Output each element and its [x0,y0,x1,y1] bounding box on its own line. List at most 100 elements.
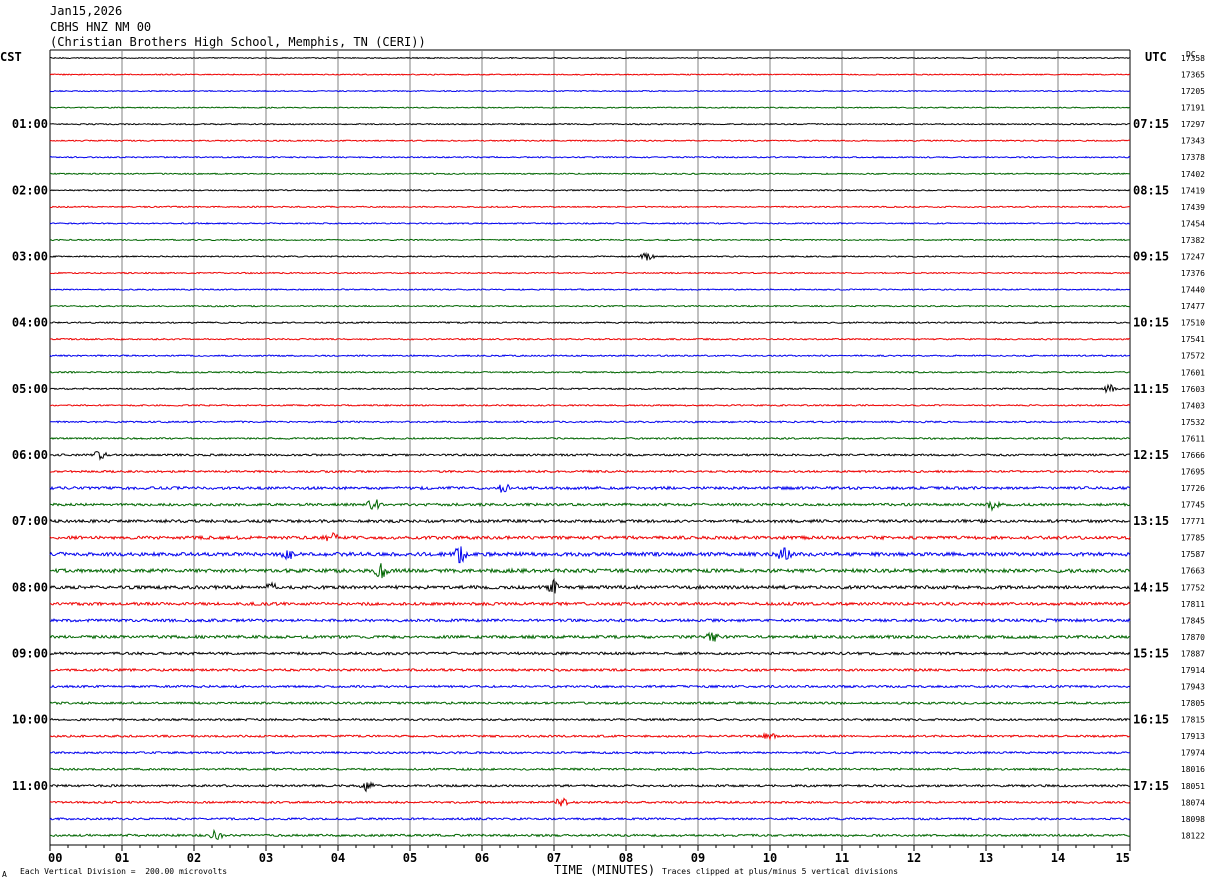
utc-hour-label: 07:15 [1133,117,1169,131]
utc-hour-label: 11:15 [1133,382,1169,396]
utc-hour-label: 12:15 [1133,448,1169,462]
dc-offset-label: 17205 [1181,87,1205,96]
dc-offset-label: 17419 [1181,186,1205,195]
seismic-trace [49,816,1131,821]
x-tick-label: 12 [907,851,921,865]
x-tick-label: 01 [115,851,129,865]
scale-note: Each Vertical Division = 200.00 microvol… [20,867,228,876]
header-station: CBHS HNZ NM 00 [50,20,152,34]
utc-hour-label: 16:15 [1133,713,1169,727]
dc-offset-label: 18074 [1181,798,1205,807]
dc-column-label: DC [1186,50,1196,59]
seismic-trace [49,304,1131,308]
right-timezone-label: UTC [1145,50,1167,64]
dc-offset-label: 17785 [1181,534,1205,543]
dc-offset-label: 17611 [1181,434,1205,443]
seismic-trace [49,767,1131,772]
cst-hour-label: 01:00 [12,117,48,131]
dc-offset-label: 18051 [1181,782,1205,791]
dc-offset-label: 17378 [1181,153,1205,162]
seismic-trace [49,469,1131,474]
seismic-trace [49,499,1131,512]
cst-hour-label: 04:00 [12,316,48,330]
utc-hour-label: 09:15 [1133,249,1169,263]
dc-offset-label: 17477 [1181,302,1205,311]
seismic-trace [50,684,1131,689]
seismic-trace [49,518,1131,524]
seismic-trace [49,139,1131,143]
seismic-trace [49,483,1131,493]
dc-offset-label: 18122 [1181,831,1205,840]
dc-offset-label: 17974 [1181,749,1205,758]
x-tick-label: 06 [475,851,489,865]
seismic-trace [49,780,1131,793]
dc-offset-label: 17440 [1181,286,1205,295]
seismic-trace [49,172,1131,176]
x-tick-label: 00 [48,851,62,865]
utc-hour-label: 15:15 [1133,646,1169,660]
utc-hour-label: 08:15 [1133,183,1169,197]
x-tick-label: 13 [979,851,993,865]
dc-offset-label: 17870 [1181,633,1205,642]
seismic-trace [49,205,1131,209]
seismic-trace [49,337,1131,341]
left-timezone-label: CST [0,50,22,64]
x-tick-label: 05 [403,851,417,865]
dc-offset-label: 17745 [1181,501,1205,510]
dc-offset-label: 17439 [1181,203,1205,212]
dc-offset-label: 17663 [1181,567,1205,576]
dc-offset-label: 17510 [1181,319,1205,328]
cst-hour-label: 06:00 [12,448,48,462]
seismic-trace [49,354,1131,358]
cst-hour-label: 08:00 [12,580,48,594]
seismic-trace [49,546,1131,564]
seismic-trace [49,667,1131,673]
seismic-trace [49,700,1131,706]
seismic-trace [50,56,1131,60]
seismic-trace [49,89,1131,93]
dc-offset-label: 17358 [1181,54,1205,63]
dc-offset-label: 18098 [1181,815,1205,824]
dc-offset-label: 18016 [1181,765,1205,774]
cst-hour-label: 03:00 [12,249,48,263]
x-tick-label: 07 [547,851,561,865]
seismic-trace [49,370,1131,374]
utc-hour-label: 17:15 [1133,779,1169,793]
header-date: Jan15,2026 [50,4,123,18]
utc-hour-label: 10:15 [1133,316,1169,330]
seismic-trace [49,106,1131,109]
dc-offset-label: 17887 [1181,649,1205,658]
dc-offset-label: 17297 [1181,120,1205,129]
dc-offset-label: 17601 [1181,368,1205,377]
seismic-trace [49,251,1131,261]
x-tick-label: 10 [763,851,777,865]
x-tick-label: 14 [1051,851,1065,865]
dc-offset-label: 17532 [1181,418,1205,427]
seismic-trace [49,732,1131,741]
x-tick-label: 04 [331,851,345,865]
dc-offset-label: 17771 [1181,517,1205,526]
x-tick-label: 02 [187,851,201,865]
seismic-trace [49,750,1130,755]
seismic-trace [49,631,1131,642]
dc-offset-label: 17603 [1181,385,1205,394]
seismic-trace [49,717,1131,722]
x-tick-label: 03 [259,851,273,865]
dc-offset-label: 17845 [1181,616,1205,625]
dc-offset-label: 17191 [1181,104,1205,113]
seismic-trace [49,828,1131,841]
seismic-trace [49,321,1131,325]
x-tick-label: 11 [835,851,849,865]
seismic-trace [49,73,1131,76]
cst-hour-label: 07:00 [12,514,48,528]
cst-hour-label: 09:00 [12,646,48,660]
seismic-trace [49,222,1131,225]
seismic-trace [49,797,1131,807]
seismic-trace [49,601,1131,607]
seismic-trace [49,271,1131,275]
seismic-trace [49,532,1131,542]
cst-hour-label: 11:00 [12,779,48,793]
seismic-trace [49,563,1131,579]
seismic-trace [49,617,1131,623]
